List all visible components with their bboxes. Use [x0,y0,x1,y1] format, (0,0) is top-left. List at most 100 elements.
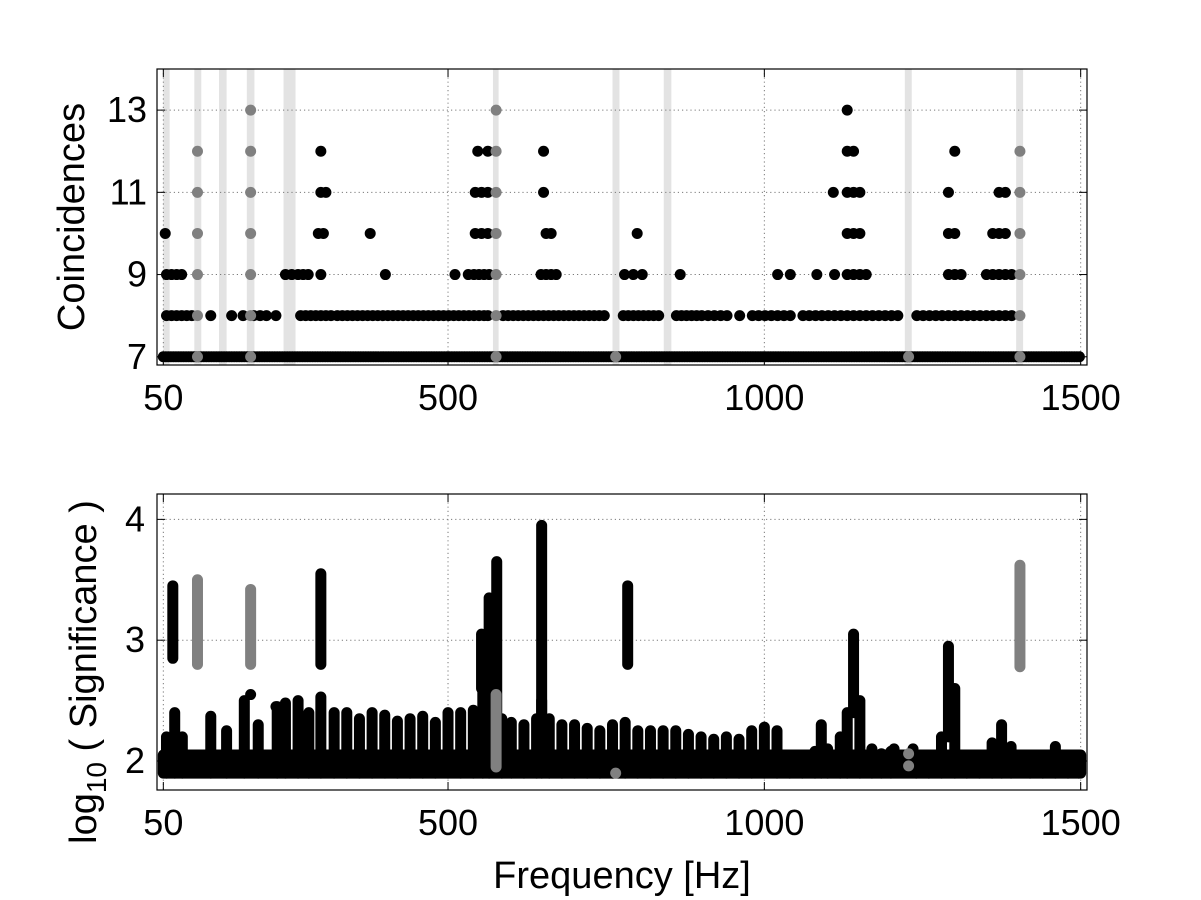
data-point [1006,310,1018,322]
point-stack [379,709,391,779]
top-grid [157,69,1087,365]
point-stack [986,737,998,779]
veto-band [283,69,296,365]
x-tick-label: 500 [418,377,478,418]
point-stack [417,710,429,779]
data-point [674,269,686,281]
veto-band [246,69,255,365]
point-stack [746,725,758,779]
data-point [320,186,332,198]
point-stack [315,691,327,779]
point-stack [1024,749,1036,779]
point-stack [910,749,922,779]
data-point [854,186,866,198]
point-stack [695,731,707,779]
vetoed-data-point [191,269,203,281]
point-stack [467,704,479,779]
data-point [482,186,494,198]
vetoed-data-point [1014,310,1026,322]
data-point [721,310,733,322]
data-point [955,269,967,281]
point-stack [353,713,365,779]
y-tick-label: 13 [107,89,147,130]
coincidence-markers [157,104,1085,363]
x-axis-label: Frequency [Hz] [493,855,751,897]
y-tick-label: 4 [125,498,145,539]
vetoed-data-point [191,351,203,363]
data-point [315,269,327,281]
point-stack [455,707,467,779]
point-stack [176,731,188,779]
y-tick-label: 3 [125,619,145,660]
x-tick-label: 1500 [1041,377,1121,418]
point-stack [1049,741,1061,779]
x-tick-label: 500 [418,802,478,843]
data-point [482,227,494,239]
point-stack [221,725,233,779]
point-stack [518,719,530,779]
point-stack [1037,749,1049,779]
data-point [888,743,900,755]
vetoed-data-point [245,227,257,239]
vetoed-data-point [610,351,622,363]
point-stack [366,707,378,779]
vetoed-data-point [490,227,502,239]
vetoed-data-point [490,186,502,198]
vetoed-point-stack [191,574,203,670]
point-stack [848,628,860,719]
vetoed-data-point [490,104,502,116]
data-point [449,269,461,281]
bottom-y-axis-label: log10 ( Significance ) [63,500,112,844]
bottom-ticks: 50 500 1000 1500 2 3 4 [125,494,1121,843]
point-stack [1062,751,1074,779]
data-point [619,269,631,281]
x-tick-label: 1000 [724,377,804,418]
data-point [270,310,282,322]
point-stack [505,716,517,779]
vetoed-data-point [245,186,257,198]
point-stack [961,749,973,779]
vetoed-data-point [245,310,257,322]
veto-band [612,69,620,365]
x-tick-label: 50 [143,377,183,418]
data-point [636,269,648,281]
data-point [538,145,550,157]
data-point [472,145,484,157]
vetoed-data-point [1014,269,1026,281]
data-point [364,227,376,239]
vetoed-data-point [903,351,915,363]
data-point [949,227,961,239]
vetoed-data-point [610,767,622,779]
data-point [841,104,853,116]
vetoed-data-point [245,104,257,116]
data-point [949,145,961,157]
point-stack [543,713,555,779]
x-tick-label: 50 [143,802,183,843]
data-point [245,689,257,701]
vetoed-point-stack [1014,559,1026,673]
point-stack [670,725,682,779]
point-stack [594,725,606,779]
point-stack [708,733,720,779]
point-stack [875,748,887,779]
data-point [784,310,796,322]
data-point [317,227,329,239]
point-stack [796,749,808,779]
data-point [631,227,643,239]
top-y-axis-label: Coincidences [51,103,93,331]
point-stack [303,707,315,779]
point-stack [252,719,264,779]
point-stack [657,725,669,779]
point-stack [923,749,935,779]
data-point [892,310,904,322]
point-stack [404,713,416,779]
data-point [848,145,860,157]
y-label-subscript: 10 [81,762,112,793]
y-label-significance: ( Significance ) [63,500,105,762]
point-stack [996,719,1008,779]
data-point [772,269,784,281]
vetoed-point-stack [245,583,257,670]
point-stack [784,749,796,779]
vetoed-data-point [490,310,502,322]
